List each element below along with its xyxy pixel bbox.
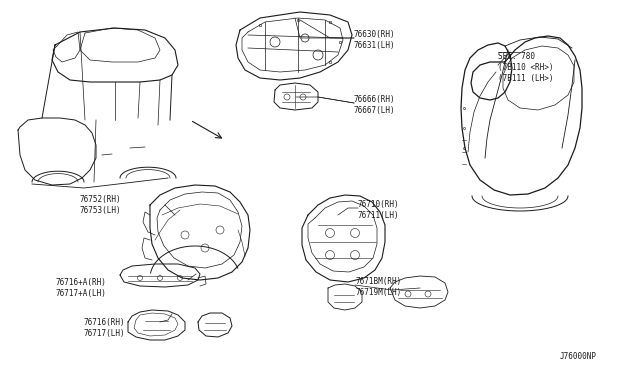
Text: J76000NP: J76000NP (560, 352, 597, 361)
Text: 76716(RH)
76717(LH): 76716(RH) 76717(LH) (83, 318, 125, 338)
Text: SEC. 780
(7B110 <RH>)
(7B111 (LH>): SEC. 780 (7B110 <RH>) (7B111 (LH>) (498, 52, 554, 83)
Text: 7671BM(RH)
76719M(LH): 7671BM(RH) 76719M(LH) (355, 277, 401, 297)
Text: 76752(RH)
76753(LH): 76752(RH) 76753(LH) (80, 195, 122, 215)
Text: 76666(RH)
76667(LH): 76666(RH) 76667(LH) (354, 95, 396, 115)
Text: 76630(RH)
76631(LH): 76630(RH) 76631(LH) (354, 30, 396, 50)
Text: 76710(RH)
76711(LH): 76710(RH) 76711(LH) (358, 200, 399, 220)
Text: 76716+A(RH)
76717+A(LH): 76716+A(RH) 76717+A(LH) (55, 278, 106, 298)
